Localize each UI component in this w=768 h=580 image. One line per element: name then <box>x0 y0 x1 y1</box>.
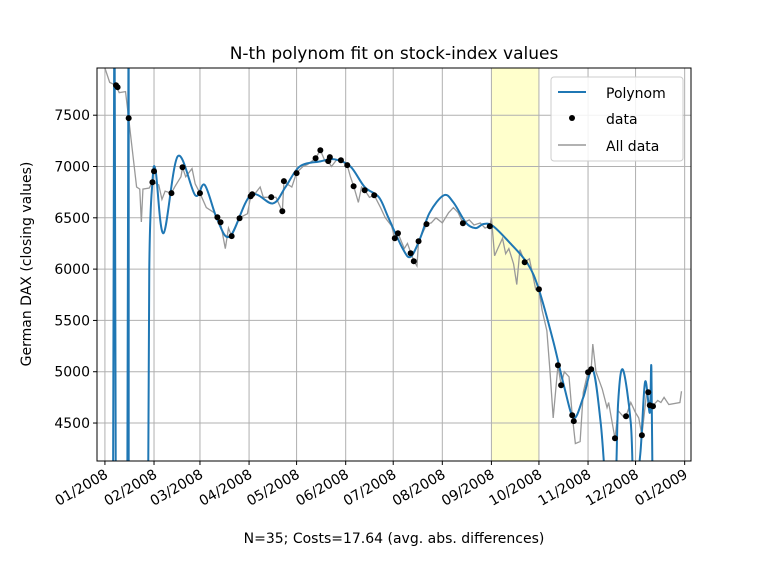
x-tick-label: 08/2008 <box>390 467 448 510</box>
x-tick-label: 12/2008 <box>583 467 641 510</box>
polynom-line <box>112 68 654 461</box>
axes-frame <box>96 67 692 462</box>
x-tick-label: 07/2008 <box>341 467 399 510</box>
legend-data-label: data <box>606 112 638 128</box>
data-point <box>350 183 357 190</box>
data-point <box>179 164 186 171</box>
data-point <box>535 286 542 293</box>
data-point <box>114 84 121 91</box>
data-point <box>168 190 175 197</box>
legend-all-data-label: All data <box>606 139 659 155</box>
x-axis-label: N=35; Costs=17.64 (avg. abs. differences… <box>244 531 545 547</box>
data-point <box>623 413 630 420</box>
data-point <box>486 223 493 230</box>
x-tick-label: 03/2008 <box>148 467 206 510</box>
data-point <box>558 382 565 389</box>
chart-title: N-th polynom fit on stock-index values <box>230 44 559 64</box>
data-point <box>371 192 378 199</box>
data-point <box>649 403 656 410</box>
data-point <box>151 168 158 175</box>
y-tick-label: 5500 <box>54 313 90 329</box>
data-point <box>196 190 203 197</box>
data-point <box>217 219 224 226</box>
y-tick-label: 6500 <box>54 211 90 227</box>
data-point <box>645 389 652 396</box>
data-point <box>279 208 286 215</box>
y-tick-label: 7000 <box>54 160 90 176</box>
data-point <box>415 238 422 245</box>
data-point <box>570 418 577 425</box>
x-tick-label: 01/2009 <box>632 467 690 510</box>
data-point <box>410 258 417 265</box>
data-point <box>293 170 300 177</box>
x-tick-label: 01/2008 <box>53 467 111 510</box>
highlight-span <box>491 68 539 461</box>
data-point <box>125 115 132 122</box>
y-axis-label: German DAX (closing values) <box>19 162 35 367</box>
data-point <box>312 155 319 162</box>
x-tick-label: 09/2008 <box>439 467 497 510</box>
data-point <box>361 187 368 194</box>
y-tick-label: 6000 <box>54 262 90 278</box>
data-point <box>317 147 324 154</box>
data-point <box>337 157 344 164</box>
legend-polynom-label: Polynom <box>606 86 666 102</box>
y-tick-label: 7500 <box>54 108 90 124</box>
data-point <box>391 235 398 242</box>
data-point <box>459 220 466 227</box>
data-point <box>554 362 561 369</box>
x-tick-label: 10/2008 <box>487 467 545 510</box>
data-point <box>249 191 256 198</box>
data-point <box>214 214 221 221</box>
x-tick-label: 05/2008 <box>244 467 302 510</box>
data-point <box>394 230 401 237</box>
data-point <box>521 259 528 266</box>
data-point <box>236 215 243 222</box>
y-tick-label: 4500 <box>54 416 90 432</box>
data-point <box>344 162 351 169</box>
x-tick-label: 06/2008 <box>293 467 351 510</box>
data-point <box>611 435 618 442</box>
x-tick-label: 04/2008 <box>197 467 255 510</box>
data-point <box>268 194 275 201</box>
data-point <box>407 250 414 257</box>
data-point <box>588 366 595 373</box>
data-point <box>569 412 576 419</box>
legend-data-swatch <box>569 115 575 121</box>
x-tick-label: 11/2008 <box>536 467 594 510</box>
data-point <box>423 221 430 228</box>
y-tick-label: 5000 <box>54 365 90 381</box>
data-point <box>638 432 645 439</box>
legend: Polynom data All data <box>550 76 684 162</box>
data-point <box>280 178 287 185</box>
data-point <box>228 233 235 240</box>
data-point <box>326 154 333 161</box>
data-point <box>149 179 156 186</box>
